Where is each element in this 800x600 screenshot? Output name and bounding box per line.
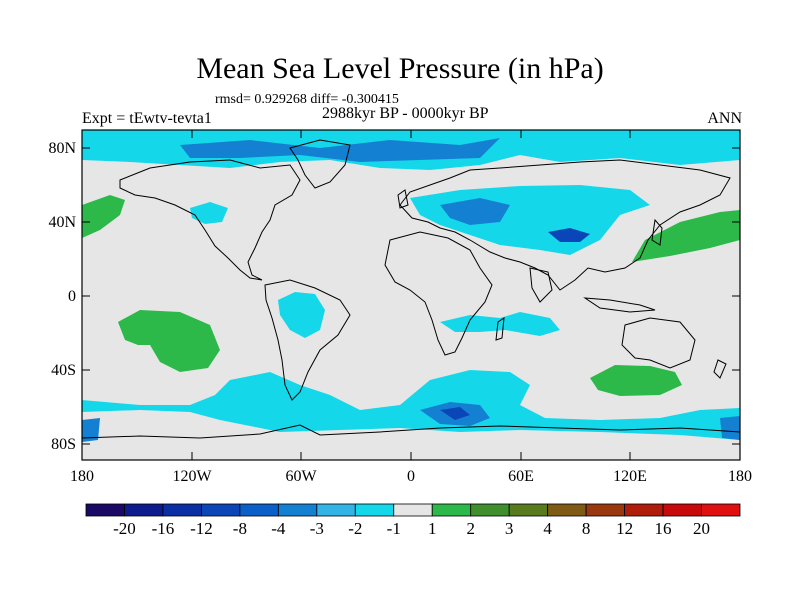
axis-ticks	[82, 130, 740, 460]
south-indian-positive	[590, 365, 682, 396]
colorbar-label-1: -16	[151, 519, 175, 538]
colorbar-swatch-11	[508, 503, 549, 517]
coast-madagascar	[495, 316, 505, 341]
y-tick-80n: 80N	[48, 140, 76, 157]
colorbar-swatch-4	[239, 503, 279, 517]
colorbar-swatch-3	[201, 503, 241, 517]
colorbar-label-0: -20	[113, 519, 136, 538]
north-pacific-negative	[190, 202, 228, 224]
colorbar-label-8: 1	[427, 519, 437, 538]
antarctic-mid-negative-west	[82, 418, 100, 442]
coast-australia	[621, 317, 696, 369]
antarctic-mid-negative-east	[720, 416, 740, 440]
coast-india	[529, 267, 553, 303]
y-tick-0: 0	[68, 288, 76, 305]
colorbar-swatch-10	[470, 503, 510, 517]
x-tick-60w: 60W	[285, 468, 317, 485]
colorbar-swatch-1	[124, 503, 164, 517]
coast-africa	[384, 231, 493, 356]
southern-ocean-negative	[82, 370, 740, 440]
x-tick-120e: 120E	[613, 468, 647, 485]
colorbar-label-3: -8	[232, 519, 247, 538]
coast-japan	[651, 218, 663, 246]
y-tick-80s: 80S	[51, 436, 76, 453]
coast-uk	[397, 189, 409, 209]
x-tick-180-west: 180	[70, 468, 94, 485]
colorbar-swatch-9	[431, 503, 472, 517]
colorbar-swatch-14	[624, 503, 664, 517]
coastlines	[82, 139, 740, 439]
colorbar-swatch-12	[547, 503, 587, 517]
colorbar-swatch-8	[393, 503, 433, 517]
colorbar-swatch-5	[277, 503, 318, 517]
southern-africa-negative	[440, 312, 560, 336]
x-tick-60e: 60E	[508, 468, 534, 485]
colorbar-swatch-15	[662, 503, 702, 517]
colorbar-label-6: -2	[348, 519, 363, 538]
coast-south-america	[264, 279, 351, 401]
colorbar-swatch-0	[85, 503, 125, 517]
coast-eurasia	[399, 159, 731, 291]
colorbar-label-15: 20	[693, 519, 711, 538]
north-pacific-east-positive	[632, 210, 740, 262]
colorbar-label-10: 3	[504, 519, 514, 538]
colorbar-label-2: -12	[190, 519, 213, 538]
coast-antarctica	[82, 424, 740, 439]
colorbar	[85, 503, 741, 517]
south-america-negative	[278, 292, 325, 338]
colorbar-swatch-16	[701, 503, 741, 517]
stats-label: rmsd= 0.929268 diff= -0.300415	[215, 92, 399, 107]
colorbar-label-14: 16	[654, 519, 672, 538]
colorbar-label-13: 12	[616, 519, 634, 538]
colorbar-label-11: 4	[543, 519, 552, 538]
y-tick-40n: 40N	[48, 214, 76, 231]
coast-greenland	[289, 139, 351, 189]
coast-north-america	[119, 159, 301, 281]
arctic-mid-negative	[180, 138, 500, 162]
coast-new-zealand	[713, 359, 727, 379]
experiment-label: Expt = tEwtv-tevta1	[82, 110, 212, 127]
asia-dark-negative	[548, 228, 590, 242]
southern-ocean-dark-negative	[440, 407, 470, 420]
colorbar-swatch-13	[585, 503, 625, 517]
x-tick-180-east: 180	[728, 468, 752, 485]
period-label: 2988kyr BP - 0000kyr BP	[322, 105, 489, 122]
colorbar-swatch-2	[162, 503, 202, 517]
x-tick-120w: 120W	[172, 468, 212, 485]
colorbar-label-4: -4	[271, 519, 286, 538]
x-tick-0: 0	[407, 468, 415, 485]
colorbar-swatch-7	[354, 503, 395, 517]
north-pacific-west-positive	[82, 195, 125, 238]
south-pacific-positive	[118, 310, 220, 372]
y-tick-40s: 40S	[51, 362, 76, 379]
colorbar-label-9: 2	[466, 519, 475, 538]
colorbar-label-7: -1	[386, 519, 401, 538]
eurasia-mid-negative	[440, 198, 510, 225]
map-title: Mean Sea Level Pressure (in hPa)	[196, 52, 604, 85]
colorbar-label-5: -3	[309, 519, 324, 538]
season-label: ANN	[707, 110, 742, 127]
colorbar-label-12: 8	[581, 519, 591, 538]
coast-indonesia	[583, 297, 656, 313]
colorbar-swatch-6	[316, 503, 356, 517]
pressure-anomaly-field	[82, 130, 740, 442]
